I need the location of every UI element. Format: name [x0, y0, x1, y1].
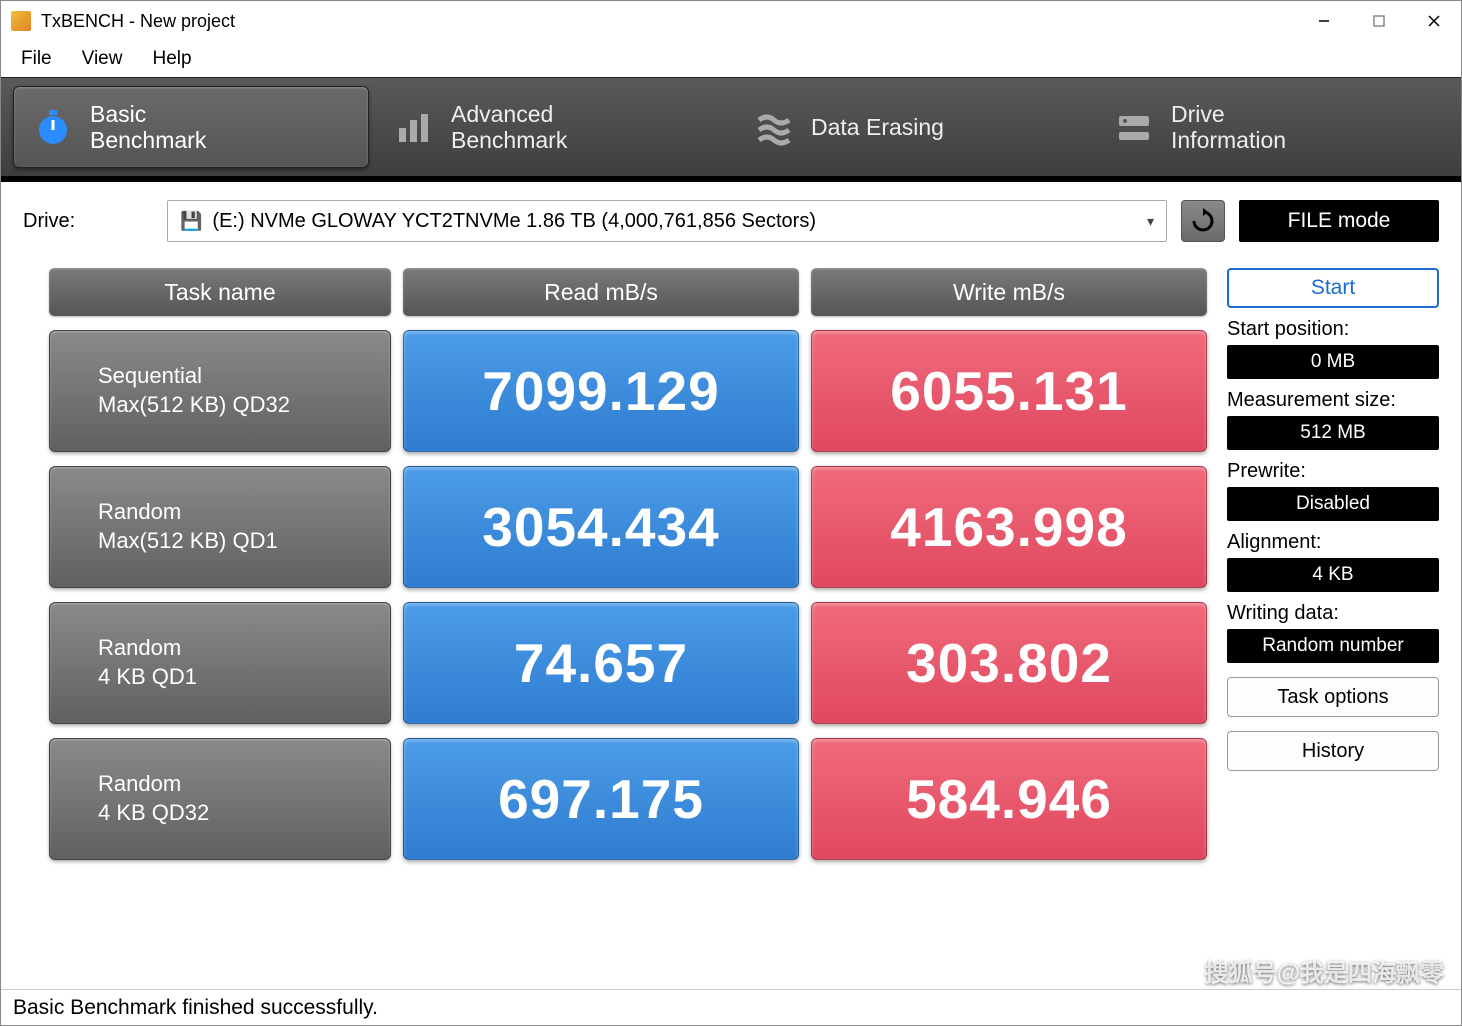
task-line2: 4 KB QD1: [98, 663, 390, 692]
alignment-value[interactable]: 4 KB: [1227, 558, 1439, 592]
menubar: File View Help: [1, 41, 1461, 77]
tab-drive-information[interactable]: Drive Information: [1095, 86, 1449, 168]
tab-label: Basic Benchmark: [90, 101, 206, 154]
write-value: 4163.998: [811, 466, 1207, 588]
header-write: Write mB/s: [811, 268, 1207, 316]
drive-icon: [1113, 106, 1155, 148]
task-cell[interactable]: Sequential Max(512 KB) QD32: [49, 330, 391, 452]
toolbar: Basic Benchmark Advanced Benchmark Data …: [1, 77, 1461, 182]
task-cell[interactable]: Random 4 KB QD1: [49, 602, 391, 724]
app-icon: [11, 11, 31, 31]
refresh-button[interactable]: [1181, 200, 1225, 242]
header-task: Task name: [49, 268, 391, 316]
start-position-label: Start position:: [1227, 318, 1439, 341]
start-button[interactable]: Start: [1227, 268, 1439, 308]
titlebar: TxBENCH - New project: [1, 1, 1461, 41]
task-line2: 4 KB QD32: [98, 799, 390, 828]
write-value: 6055.131: [811, 330, 1207, 452]
header-read: Read mB/s: [403, 268, 799, 316]
alignment-label: Alignment:: [1227, 531, 1439, 554]
result-row: Random 4 KB QD32 697.175 584.946: [49, 738, 1207, 860]
menu-file[interactable]: File: [7, 42, 66, 76]
tab-label: Data Erasing: [811, 114, 944, 140]
drive-label: Drive:: [23, 210, 153, 233]
close-button[interactable]: [1406, 1, 1461, 41]
stopwatch-icon: [32, 106, 74, 148]
bars-icon: [393, 106, 435, 148]
read-value: 74.657: [403, 602, 799, 724]
task-options-button[interactable]: Task options: [1227, 677, 1439, 717]
prewrite-label: Prewrite:: [1227, 460, 1439, 483]
disk-icon: 💾: [180, 211, 202, 232]
measurement-size-label: Measurement size:: [1227, 389, 1439, 412]
tab-advanced-benchmark[interactable]: Advanced Benchmark: [375, 86, 729, 168]
write-value: 584.946: [811, 738, 1207, 860]
drive-select[interactable]: 💾 (E:) NVMe GLOWAY YCT2TNVMe 1.86 TB (4,…: [167, 200, 1167, 242]
read-value: 7099.129: [403, 330, 799, 452]
wave-icon: [753, 106, 795, 148]
measurement-size-value[interactable]: 512 MB: [1227, 416, 1439, 450]
prewrite-value[interactable]: Disabled: [1227, 487, 1439, 521]
results-table: Task name Read mB/s Write mB/s Sequentia…: [49, 268, 1207, 979]
tab-basic-benchmark[interactable]: Basic Benchmark: [13, 86, 369, 168]
write-value: 303.802: [811, 602, 1207, 724]
tab-label: Drive Information: [1171, 101, 1286, 154]
side-panel: Start Start position: 0 MB Measurement s…: [1227, 268, 1439, 979]
minimize-button[interactable]: [1296, 1, 1351, 41]
chevron-down-icon: ▾: [1147, 213, 1154, 230]
task-line2: Max(512 KB) QD32: [98, 391, 390, 420]
read-value: 3054.434: [403, 466, 799, 588]
tab-data-erasing[interactable]: Data Erasing: [735, 86, 1089, 168]
task-line1: Random: [98, 634, 390, 663]
writing-data-value[interactable]: Random number: [1227, 629, 1439, 663]
result-row: Sequential Max(512 KB) QD32 7099.129 605…: [49, 330, 1207, 452]
status-bar: Basic Benchmark finished successfully.: [1, 989, 1461, 1025]
drive-value: (E:) NVMe GLOWAY YCT2TNVMe 1.86 TB (4,00…: [212, 210, 816, 233]
menu-help[interactable]: Help: [138, 42, 205, 76]
writing-data-label: Writing data:: [1227, 602, 1439, 625]
task-line2: Max(512 KB) QD1: [98, 527, 390, 556]
read-value: 697.175: [403, 738, 799, 860]
tab-label: Advanced Benchmark: [451, 101, 567, 154]
task-line1: Random: [98, 770, 390, 799]
status-text: Basic Benchmark finished successfully.: [13, 996, 378, 1020]
task-cell[interactable]: Random Max(512 KB) QD1: [49, 466, 391, 588]
file-mode-button[interactable]: FILE mode: [1239, 200, 1439, 242]
task-line1: Random: [98, 498, 390, 527]
start-position-value[interactable]: 0 MB: [1227, 345, 1439, 379]
window-title: TxBENCH - New project: [41, 11, 1296, 32]
result-row: Random Max(512 KB) QD1 3054.434 4163.998: [49, 466, 1207, 588]
maximize-button[interactable]: [1351, 1, 1406, 41]
drive-row: Drive: 💾 (E:) NVMe GLOWAY YCT2TNVMe 1.86…: [1, 182, 1461, 254]
menu-view[interactable]: View: [68, 42, 137, 76]
result-row: Random 4 KB QD1 74.657 303.802: [49, 602, 1207, 724]
task-cell[interactable]: Random 4 KB QD32: [49, 738, 391, 860]
history-button[interactable]: History: [1227, 731, 1439, 771]
task-line1: Sequential: [98, 362, 390, 391]
